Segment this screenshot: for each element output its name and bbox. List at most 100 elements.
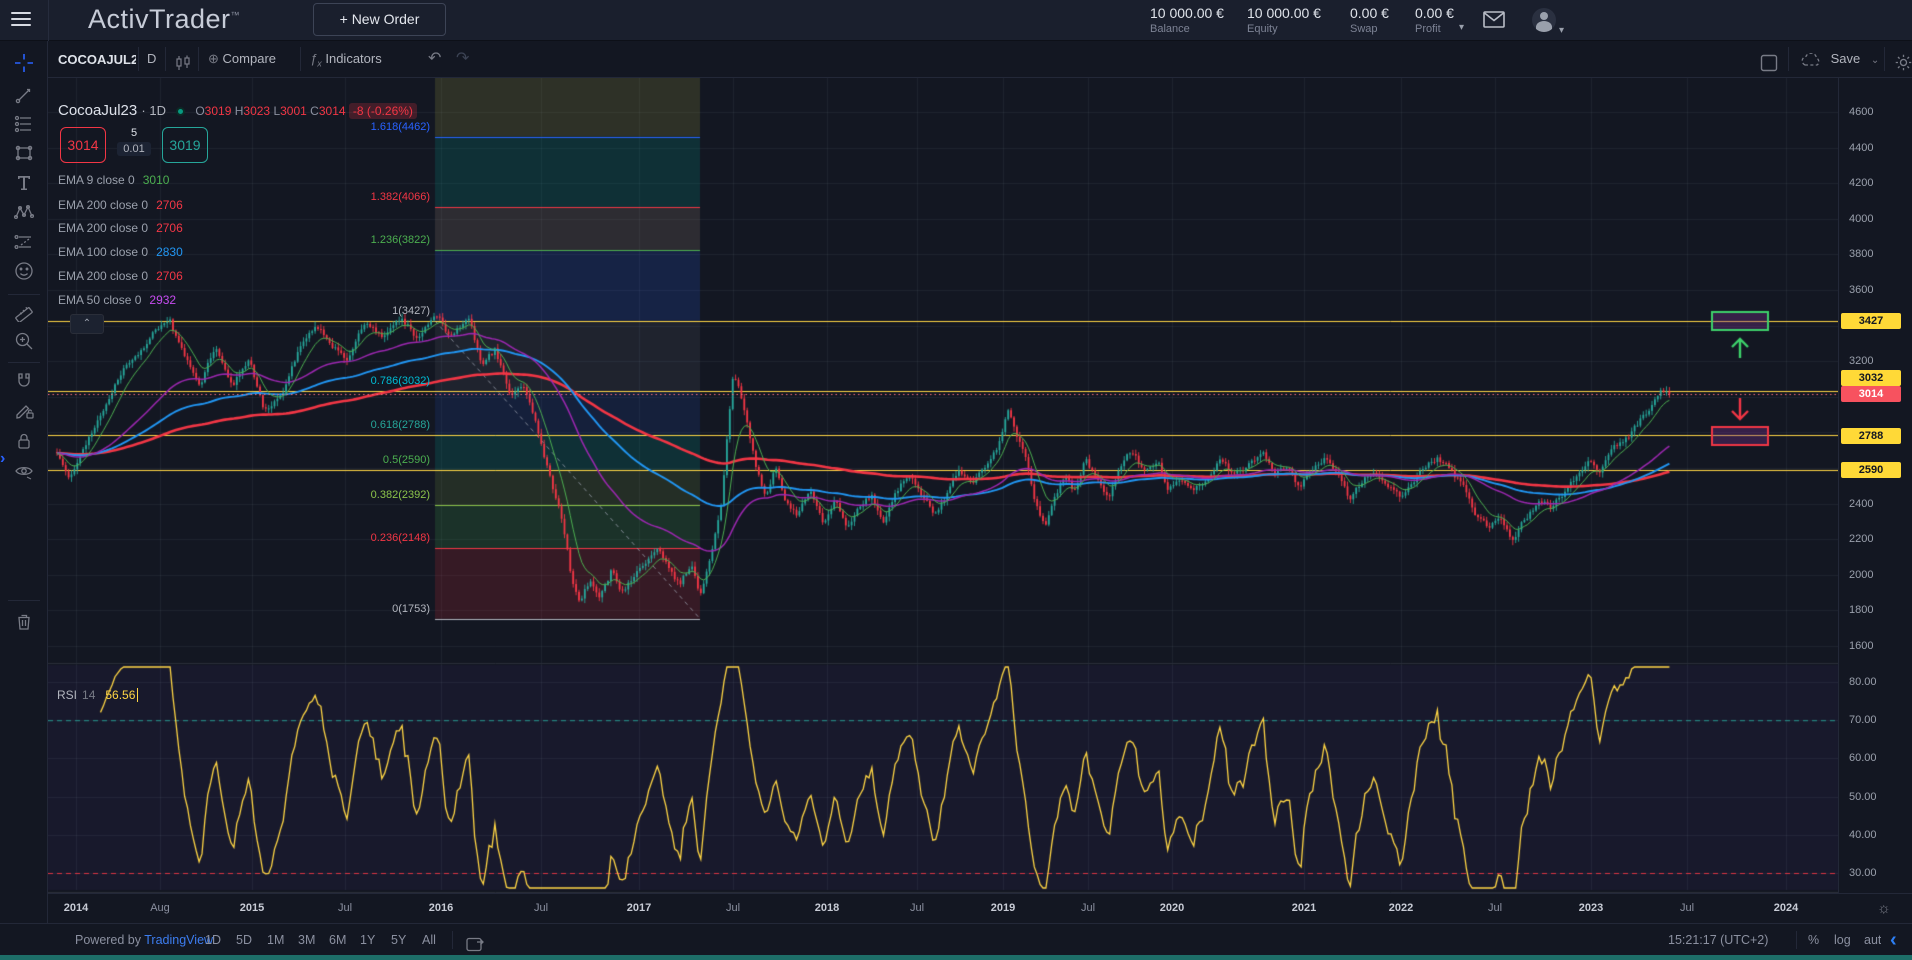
delete-drawings-icon[interactable] bbox=[10, 607, 38, 635]
magnet-icon[interactable] bbox=[10, 367, 38, 395]
divider bbox=[198, 47, 199, 71]
interval-button[interactable]: D bbox=[147, 41, 156, 77]
stat-value: 0.00 € bbox=[1350, 5, 1389, 21]
ohlc-values: O3019 H3023 L3001 C3014 -8 (-0.26%) bbox=[195, 103, 417, 119]
ema-legend-row[interactable]: EMA 50 close 02932 bbox=[58, 293, 176, 307]
left-panel-expand-icon[interactable]: › bbox=[0, 450, 5, 468]
buy-ask-button[interactable]: 3019 bbox=[162, 127, 208, 163]
ema-legend-row[interactable]: EMA 200 close 02706 bbox=[58, 198, 183, 212]
undo-button[interactable]: ↶ bbox=[428, 41, 441, 77]
time-axis[interactable]: ☼ 2014Aug2015Jul2016Jul2017Jul2018Jul201… bbox=[48, 893, 1912, 923]
range-button-1m[interactable]: 1M bbox=[267, 924, 284, 956]
rectangle-icon[interactable] bbox=[10, 139, 38, 167]
stat-label: Swap bbox=[1350, 23, 1389, 35]
hamburger-menu-icon[interactable] bbox=[11, 12, 31, 28]
profit-dropdown-caret[interactable]: ▾ bbox=[1459, 22, 1464, 33]
log-scale-button[interactable]: log bbox=[1834, 924, 1851, 956]
rsi-tick: 50.00 bbox=[1849, 791, 1877, 803]
ema-legend-row[interactable]: EMA 200 close 02706 bbox=[58, 269, 183, 283]
zoom-in-icon[interactable] bbox=[10, 327, 38, 355]
price-tick: 2200 bbox=[1849, 533, 1873, 545]
stat-label: Equity bbox=[1247, 23, 1321, 35]
fib-level-label: 0.382(2392) bbox=[310, 489, 430, 501]
stat-balance: 10 000.00 € Balance bbox=[1150, 5, 1224, 35]
text-icon[interactable] bbox=[10, 169, 38, 197]
mail-icon[interactable] bbox=[1483, 11, 1505, 33]
price-line-badge: 2590 bbox=[1841, 462, 1901, 478]
clock-label: 15:21:17 (UTC+2) bbox=[1668, 924, 1768, 956]
auto-scale-button[interactable]: aut bbox=[1864, 924, 1881, 956]
fib-retracement-icon[interactable] bbox=[10, 110, 38, 138]
range-button-1d[interactable]: 1D bbox=[205, 924, 221, 956]
range-button-all[interactable]: All bbox=[422, 924, 436, 956]
sell-bid-button[interactable]: 3014 bbox=[60, 127, 106, 163]
divider bbox=[165, 47, 166, 71]
app-logo: ActivTrader™ bbox=[88, 4, 240, 35]
trademark: ™ bbox=[231, 10, 241, 20]
fib-level-label: 0.786(3032) bbox=[310, 375, 430, 387]
drawing-toolbar bbox=[0, 41, 48, 923]
layout-button[interactable] bbox=[1760, 50, 1778, 68]
ruler-icon[interactable] bbox=[10, 297, 38, 325]
symbol-search[interactable]: COCOAJUL23 bbox=[58, 41, 136, 77]
tradingview-link[interactable]: TradingView bbox=[144, 933, 213, 947]
crosshair-icon[interactable] bbox=[10, 49, 38, 77]
divider bbox=[300, 47, 301, 71]
stat-swap: 0.00 € Swap bbox=[1350, 5, 1389, 35]
range-button-1y[interactable]: 1Y bbox=[360, 924, 375, 956]
time-tick: 2020 bbox=[1160, 902, 1184, 914]
emoji-icon[interactable] bbox=[10, 257, 38, 285]
stat-value: 10 000.00 € bbox=[1150, 5, 1224, 21]
settings-gear-icon[interactable] bbox=[1894, 50, 1912, 70]
time-tick: 2016 bbox=[429, 902, 453, 914]
ema-legend-row[interactable]: EMA 100 close 02830 bbox=[58, 245, 183, 259]
indicators-button[interactable]: ƒx Indicators bbox=[310, 41, 382, 77]
ema-legend-row[interactable]: EMA 9 close 03010 bbox=[58, 173, 169, 187]
new-order-button[interactable]: + New Order bbox=[313, 3, 446, 36]
time-tick: 2018 bbox=[815, 902, 839, 914]
trend-line-icon[interactable] bbox=[10, 81, 38, 109]
redo-button[interactable]: ↷ bbox=[456, 41, 469, 77]
divider bbox=[8, 294, 40, 295]
rsi-tick: 60.00 bbox=[1849, 752, 1877, 764]
legend-collapse-button[interactable]: ⌃ bbox=[70, 314, 104, 334]
bottom-bar: Powered by TradingView 1D5D1M3M6M1Y5YAll… bbox=[0, 923, 1912, 955]
drawing-mode-icon[interactable] bbox=[10, 397, 38, 425]
price-tick: 4200 bbox=[1849, 177, 1873, 189]
forecast-icon[interactable] bbox=[10, 228, 38, 256]
rsi-legend[interactable]: RSI1456.56 bbox=[57, 688, 138, 702]
xabcd-pattern-icon[interactable] bbox=[10, 198, 38, 226]
price-axis[interactable]: 4600440042004000380036003200240022002000… bbox=[1838, 78, 1912, 893]
stat-label: Balance bbox=[1150, 23, 1224, 35]
axis-settings-icon[interactable]: ☼ bbox=[1877, 900, 1891, 917]
stat-equity: 10 000.00 € Equity bbox=[1247, 5, 1321, 35]
avatar-dropdown-caret[interactable]: ▾ bbox=[1559, 25, 1564, 36]
right-panel-expand-icon[interactable]: ‹ bbox=[1890, 924, 1897, 956]
range-button-6m[interactable]: 6M bbox=[329, 924, 346, 956]
chart-style-icon[interactable] bbox=[174, 50, 192, 68]
avatar[interactable] bbox=[1532, 8, 1556, 32]
range-button-3m[interactable]: 3M bbox=[298, 924, 315, 956]
lock-drawings-icon[interactable] bbox=[10, 427, 38, 455]
ema-legend-row[interactable]: EMA 200 close 02706 bbox=[58, 221, 183, 235]
compare-button[interactable]: ⊕ Compare bbox=[208, 41, 276, 77]
fib-level-label: 0(1753) bbox=[310, 603, 430, 615]
time-tick: Jul bbox=[338, 902, 352, 914]
stat-label: Profit bbox=[1415, 23, 1454, 35]
fib-level-label: 1.382(4066) bbox=[310, 191, 430, 203]
time-tick: Jul bbox=[1680, 902, 1694, 914]
range-button-5d[interactable]: 5D bbox=[236, 924, 252, 956]
time-tick: Jul bbox=[726, 902, 740, 914]
hide-drawings-icon[interactable] bbox=[10, 457, 38, 485]
chart-legend[interactable]: CocoaJul23 · 1D O3019 H3023 L3001 C3014 … bbox=[58, 102, 417, 119]
percent-scale-button[interactable]: % bbox=[1808, 924, 1819, 956]
range-button-5y[interactable]: 5Y bbox=[391, 924, 406, 956]
save-button[interactable]: Save ⌄ bbox=[1800, 41, 1879, 77]
time-tick: Jul bbox=[1081, 902, 1095, 914]
save-caret-icon: ⌄ bbox=[1871, 55, 1879, 66]
time-tick: 2023 bbox=[1579, 902, 1603, 914]
divider bbox=[48, 0, 49, 41]
go-to-date-icon[interactable] bbox=[466, 932, 484, 950]
stat-value: 10 000.00 € bbox=[1247, 5, 1321, 21]
time-tick: Jul bbox=[1488, 902, 1502, 914]
